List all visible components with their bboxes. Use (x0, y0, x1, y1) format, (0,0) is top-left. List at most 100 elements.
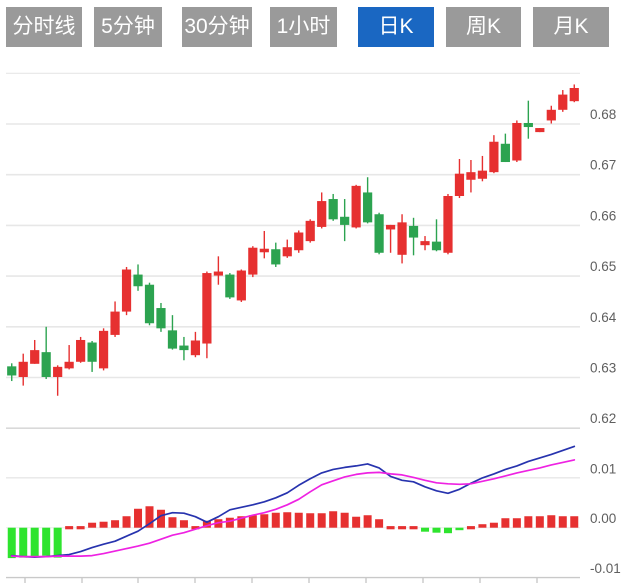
candle-40 (466, 159, 476, 193)
candle-5 (64, 345, 74, 370)
macd-bar (398, 526, 407, 530)
macd-bar (30, 527, 39, 558)
candle-6 (76, 336, 86, 363)
price-grid (6, 72, 580, 430)
macd-bar (99, 521, 108, 528)
macd-bar (478, 524, 487, 528)
tab-1hour[interactable]: 1小时 (270, 7, 337, 47)
macd-bar (340, 512, 349, 528)
candle-39 (454, 158, 465, 199)
price-axis-label: 0.63 (590, 361, 616, 376)
candle-13 (156, 302, 166, 332)
macd-grid (6, 477, 580, 583)
candle-43 (500, 133, 510, 163)
candle-10 (121, 266, 132, 316)
macd-bar (421, 527, 430, 532)
candle-36 (420, 236, 430, 251)
macd-bar (317, 513, 326, 528)
tab-daily-k[interactable]: 日K (358, 7, 434, 47)
macd-bar (191, 526, 200, 530)
candles (7, 84, 579, 396)
price-axis-label: 0.65 (590, 259, 616, 274)
macd-bar (329, 511, 338, 528)
candle-17 (202, 271, 212, 359)
macd-histogram (7, 506, 579, 559)
candle-9 (110, 301, 120, 337)
macd-bar (145, 506, 154, 528)
macd-bar (134, 508, 143, 528)
candle-49 (569, 84, 579, 103)
candle-29 (340, 199, 350, 242)
candle-31 (363, 177, 373, 224)
macd-bar (570, 516, 579, 528)
price-axis-label: 0.62 (590, 411, 616, 426)
macd-bar (524, 516, 533, 528)
candle-21 (248, 246, 258, 278)
dea-line (10, 459, 576, 558)
tab-30min[interactable]: 30分钟 (182, 7, 252, 47)
macd-bar (156, 509, 165, 528)
candle-8 (98, 328, 109, 371)
macd-axis-labels: 0.01 0.00 -0.01 (590, 461, 621, 576)
macd-bar (466, 526, 475, 530)
candle-20 (236, 269, 246, 302)
candle-35 (408, 217, 419, 256)
price-axis-label: 0.64 (590, 310, 617, 325)
candle-24 (282, 239, 292, 258)
candle-12 (144, 282, 155, 326)
candle-7 (87, 340, 97, 372)
period-toolbar: 分时线 5分钟 30分钟 1小时 日K 周K 月K (0, 0, 637, 55)
macd-bar (386, 526, 395, 530)
macd-bar (512, 518, 521, 528)
macd-bar (547, 515, 556, 528)
tab-weekly-k[interactable]: 周K (446, 7, 521, 47)
macd-bar (202, 520, 211, 528)
candle-2 (30, 339, 40, 364)
candle-42 (489, 135, 499, 174)
candle-28 (328, 193, 338, 221)
candle-4 (53, 365, 63, 396)
macd-bar (294, 512, 303, 528)
tab-timeline[interactable]: 分时线 (6, 7, 82, 47)
tab-5min[interactable]: 5分钟 (94, 7, 162, 47)
candle-26 (305, 219, 315, 243)
macd-bar (179, 520, 188, 528)
macd-bar (375, 519, 384, 528)
macd-bar (88, 522, 97, 528)
candle-1 (18, 353, 28, 386)
price-axis-label: 0.67 (590, 158, 616, 173)
candle-37 (431, 219, 442, 252)
macd-bar (42, 527, 51, 556)
macd-bar (432, 527, 441, 533)
macd-bar (7, 527, 16, 559)
candle-27 (317, 192, 327, 229)
candle-46 (535, 128, 545, 133)
macd-bar (271, 512, 280, 528)
candle-19 (225, 273, 235, 299)
candle-47 (546, 105, 556, 124)
tab-monthly-k[interactable]: 月K (533, 7, 609, 47)
macd-bar (489, 522, 498, 528)
candle-32 (374, 212, 384, 255)
macd-bar (443, 527, 452, 534)
price-axis-label: 0.66 (590, 208, 616, 223)
candle-14 (167, 315, 178, 350)
candle-22 (259, 230, 269, 259)
candle-45 (523, 100, 533, 139)
macd-bar (363, 515, 372, 528)
macd-bar (352, 516, 361, 528)
macd-bar (248, 515, 257, 528)
candle-33 (385, 224, 396, 253)
candle-16 (190, 331, 201, 358)
macd-bar (409, 526, 418, 530)
candle-3 (41, 326, 51, 380)
macd-bar (501, 518, 510, 528)
candle-44 (512, 120, 522, 163)
candle-38 (443, 193, 453, 255)
macd-bar (76, 526, 85, 530)
macd-bar (306, 513, 315, 528)
macd-bar (455, 527, 464, 531)
candle-30 (351, 184, 361, 229)
macd-bar (558, 516, 567, 528)
